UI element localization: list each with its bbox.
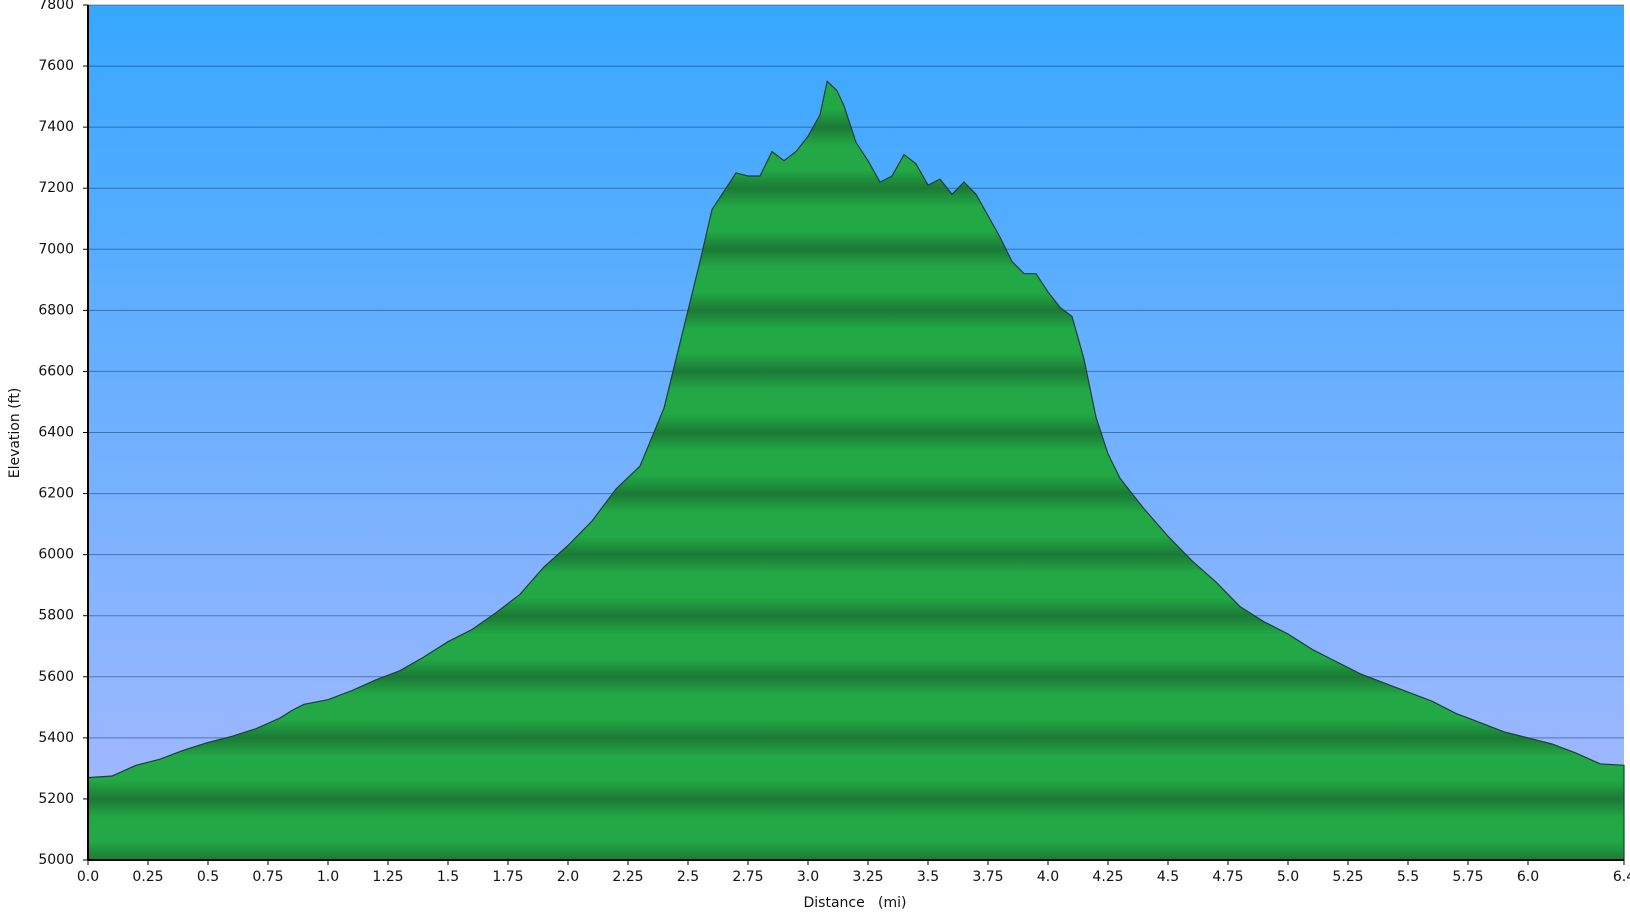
y-tick-label: 6000: [38, 547, 74, 563]
x-tick-label: 6.0: [1517, 869, 1539, 885]
x-axis-label: Distance (mi): [803, 895, 906, 911]
y-tick-label: 5800: [38, 608, 74, 624]
x-tick-label: 5.25: [1332, 869, 1363, 885]
y-tick-label: 6600: [38, 363, 74, 379]
y-tick-label: 5200: [38, 791, 74, 807]
x-tick-label: 2.5: [677, 869, 699, 885]
x-tick-label: 3.0: [797, 869, 819, 885]
x-tick-label: 1.75: [492, 869, 523, 885]
y-tick-label: 7000: [38, 241, 74, 257]
elevation-area: [87, 80, 1625, 861]
x-tick-label: 3.75: [972, 869, 1003, 885]
x-tick-label: 3.5: [917, 869, 939, 885]
y-tick-label: 5400: [38, 730, 74, 746]
x-tick-label: 4.75: [1212, 869, 1243, 885]
x-tick-label: 0.75: [252, 869, 283, 885]
y-tick-label: 6200: [38, 486, 74, 502]
x-tick-label: 2.25: [612, 869, 643, 885]
y-axis-label: Elevation (ft): [7, 388, 23, 479]
x-tick-label: 1.25: [372, 869, 403, 885]
x-tick-label: 0.0: [77, 869, 99, 885]
x-tick-label: 6.4: [1613, 869, 1630, 885]
x-tick-label: 4.5: [1157, 869, 1179, 885]
y-tick-label: 7600: [38, 58, 74, 74]
x-tick-label: 0.5: [197, 869, 219, 885]
x-tick-label: 1.0: [317, 869, 339, 885]
x-tick-label: 0.25: [132, 869, 163, 885]
x-tick-label: 5.5: [1397, 869, 1419, 885]
y-tick-label: 7400: [38, 119, 74, 135]
y-tick-label: 7800: [38, 0, 74, 13]
x-tick-label: 2.0: [557, 869, 579, 885]
y-tick-label: 5000: [38, 852, 74, 868]
x-tick-label: 1.5: [437, 869, 459, 885]
x-tick-label: 5.75: [1452, 869, 1483, 885]
y-tick-label: 7200: [38, 180, 74, 196]
y-tick-label: 5600: [38, 669, 74, 685]
x-tick-label: 2.75: [732, 869, 763, 885]
x-tick-label: 4.25: [1092, 869, 1123, 885]
y-tick-label: 6400: [38, 425, 74, 441]
x-tick-label: 4.0: [1037, 869, 1059, 885]
y-tick-label: 6800: [38, 302, 74, 318]
x-tick-label: 3.25: [852, 869, 883, 885]
x-tick-label: 5.0: [1277, 869, 1299, 885]
